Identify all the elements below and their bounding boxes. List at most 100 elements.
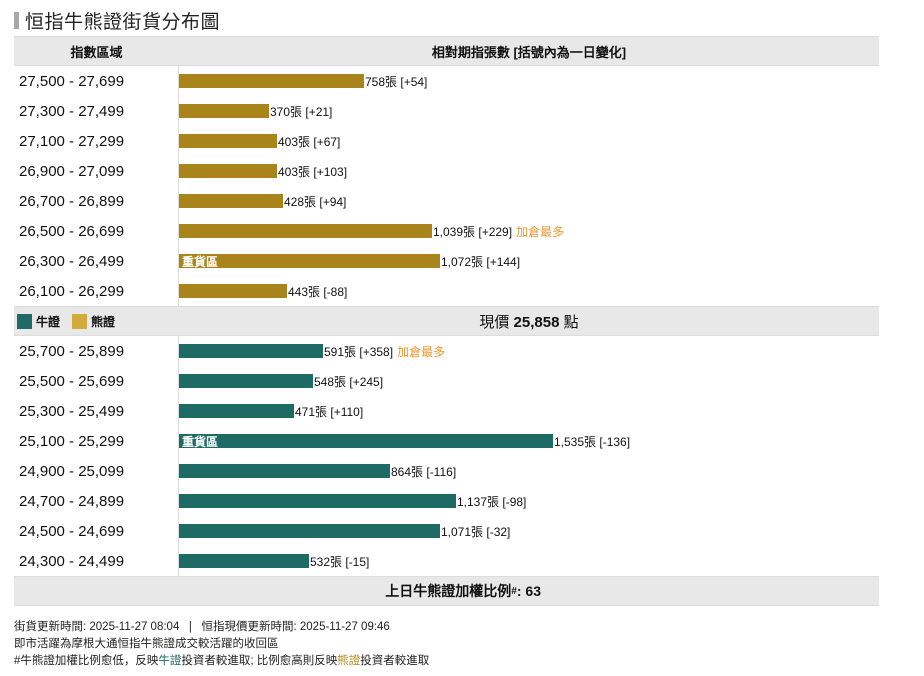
- bar-cell: 重貨區 1,535張 [-136]: [179, 426, 879, 456]
- bull-bar[interactable]: 重貨區: [179, 434, 553, 449]
- range-column-header: 指數區域: [70, 44, 123, 60]
- bar-cell: 1,137張 [-98]: [179, 486, 879, 516]
- ratio-separator: :: [516, 583, 526, 599]
- bull-bar[interactable]: [179, 554, 309, 568]
- page-title: 恒指牛熊證街貨分布圖: [14, 8, 221, 33]
- legend-item-bull: 牛證: [17, 313, 60, 330]
- bull-bar[interactable]: [179, 344, 323, 358]
- index-range: 27,300 - 27,499: [19, 102, 125, 120]
- bar-value-label: 1,071張 [-32]: [441, 524, 511, 539]
- bull-bar[interactable]: [179, 464, 390, 478]
- bear-bar[interactable]: [179, 134, 277, 148]
- bull-bar[interactable]: [179, 494, 456, 508]
- bar-cell: 403張 [+67]: [179, 126, 879, 156]
- legend-bear-label: 熊證: [91, 314, 116, 329]
- index-range: 27,100 - 27,299: [19, 132, 125, 150]
- bar-value-label: 1,137張 [-98]: [457, 494, 527, 509]
- bear-bar[interactable]: 重貨區: [179, 254, 440, 269]
- legend: 牛證 熊證: [14, 313, 179, 330]
- table-row: 26,300 - 26,499 重貨區 1,072張 [+144]: [14, 246, 879, 276]
- table-row: 25,700 - 25,899 591張 [+358] 加倉最多: [14, 336, 879, 366]
- footnotes: 街貨更新時間: 2025-11-27 08:04 | 恒指現價更新時間: 202…: [14, 619, 429, 670]
- ratio-note-part-2: 投資者較進取; 比例愈高則反映: [181, 655, 338, 667]
- bar-cell: 370張 [+21]: [179, 96, 879, 126]
- bar-cell: 重貨區 1,072張 [+144]: [179, 246, 879, 276]
- bar-value-label: 428張 [+94]: [284, 194, 347, 209]
- title-text: 恒指牛熊證街貨分布圖: [25, 10, 221, 33]
- current-price-prefix: 現價: [479, 313, 510, 331]
- table-row: 27,100 - 27,299 403張 [+67]: [14, 126, 879, 156]
- weighted-ratio-label: 上日牛熊證加權比例: [385, 583, 512, 599]
- most-added-note: 加倉最多: [397, 344, 446, 359]
- bar-value-label: 443張 [-88]: [288, 284, 348, 299]
- bull-bar[interactable]: [179, 524, 440, 538]
- bar-value-label: 471張 [+110]: [295, 404, 364, 419]
- bar-cell: 864張 [-116]: [179, 456, 879, 486]
- column-divider: [178, 66, 179, 306]
- table-row: 27,300 - 27,499 370張 [+21]: [14, 96, 879, 126]
- table-row: 27,500 - 27,699 758張 [+54]: [14, 66, 879, 96]
- bar-value-label: 864張 [-116]: [391, 464, 457, 479]
- index-range: 26,300 - 26,499: [19, 252, 125, 270]
- index-range: 27,500 - 27,699: [19, 72, 125, 90]
- column-divider: [178, 336, 179, 576]
- index-range: 26,100 - 26,299: [19, 282, 125, 300]
- weighted-ratio-bar: 上日牛熊證加權比例 #: 63: [14, 576, 879, 606]
- bar-value-label: 403張 [+67]: [278, 134, 341, 149]
- index-range: 26,500 - 26,699: [19, 222, 125, 240]
- bar-value-label: 1,535張 [-136]: [554, 434, 631, 449]
- index-range: 24,700 - 24,899: [19, 492, 125, 510]
- legend-bull-label: 牛證: [36, 314, 61, 329]
- index-range: 25,700 - 25,899: [19, 342, 125, 360]
- bar-cell: 548張 [+245]: [179, 366, 879, 396]
- bear-bar[interactable]: [179, 104, 269, 118]
- index-range: 25,100 - 25,299: [19, 432, 125, 450]
- bar-cell: 532張 [-15]: [179, 546, 879, 576]
- bar-cell: 758張 [+54]: [179, 66, 879, 96]
- bear-bar[interactable]: [179, 164, 277, 178]
- bar-value-label: 1,039張 [+229]: [433, 224, 513, 239]
- bear-bar[interactable]: [179, 194, 283, 208]
- ratio-note-bull: 牛證: [158, 655, 182, 667]
- index-range: 26,700 - 26,899: [19, 192, 125, 210]
- table-row: 25,100 - 25,299 重貨區 1,535張 [-136]: [14, 426, 879, 456]
- bar-cell: 1,039張 [+229] 加倉最多: [179, 216, 879, 246]
- table-row: 24,700 - 24,899 1,137張 [-98]: [14, 486, 879, 516]
- bar-cell: 403張 [+103]: [179, 156, 879, 186]
- bear-swatch: [72, 313, 88, 329]
- table-row: 25,300 - 25,499 471張 [+110]: [14, 396, 879, 426]
- index-range: 24,300 - 24,499: [19, 552, 125, 570]
- bar-cell: 443張 [-88]: [179, 276, 879, 306]
- value-column-header: 相對期指張數 [括號內為一日變化]: [431, 44, 627, 60]
- bar-value-label: 370張 [+21]: [270, 104, 333, 119]
- bear-bar[interactable]: [179, 74, 364, 88]
- ratio-note-part-3: 投資者較進取: [360, 655, 430, 667]
- bull-rows: 25,700 - 25,899 591張 [+358] 加倉最多 25,500 - 2…: [14, 336, 879, 576]
- bar-value-label: 1,072張 [+144]: [441, 254, 521, 269]
- bar-cell: 428張 [+94]: [179, 186, 879, 216]
- current-price: 現價 25,858 點: [179, 311, 879, 332]
- table-row: 24,500 - 24,699 1,071張 [-32]: [14, 516, 879, 546]
- bull-bar[interactable]: [179, 404, 294, 418]
- legend-item-bear: 熊證: [72, 313, 115, 330]
- distribution-table: 指數區域 相對期指張數 [括號內為一日變化] 27,500 - 27,699 75…: [14, 36, 879, 606]
- bar-value-label: 591張 [+358]: [324, 344, 394, 359]
- table-row: 26,700 - 26,899 428張 [+94]: [14, 186, 879, 216]
- ratio-explanation: #牛熊證加權比例愈低，反映牛證投資者較進取; 比例愈高則反映熊證投資者較進取: [14, 653, 429, 670]
- table-row: 25,500 - 25,699 548張 [+245]: [14, 366, 879, 396]
- index-range: 25,500 - 25,699: [19, 372, 125, 390]
- bull-bar[interactable]: [179, 374, 313, 388]
- current-price-suffix: 點: [563, 313, 579, 331]
- bar-value-label: 403張 [+103]: [278, 164, 348, 179]
- bear-bar[interactable]: [179, 284, 287, 298]
- bar-value-label: 532張 [-15]: [310, 554, 370, 569]
- bear-bar[interactable]: [179, 224, 432, 238]
- update-times: 街貨更新時間: 2025-11-27 08:04 | 恒指現價更新時間: 202…: [14, 621, 390, 633]
- current-price-value: 25,858: [513, 313, 560, 331]
- bar-cell: 471張 [+110]: [179, 396, 879, 426]
- bull-swatch: [17, 313, 32, 329]
- weighted-ratio-value: 63: [525, 583, 541, 599]
- index-range: 24,900 - 25,099: [19, 462, 125, 480]
- bear-rows: 27,500 - 27,699 758張 [+54] 27,300 - 27,499…: [14, 66, 879, 306]
- table-row: 26,500 - 26,699 1,039張 [+229] 加倉最多: [14, 216, 879, 246]
